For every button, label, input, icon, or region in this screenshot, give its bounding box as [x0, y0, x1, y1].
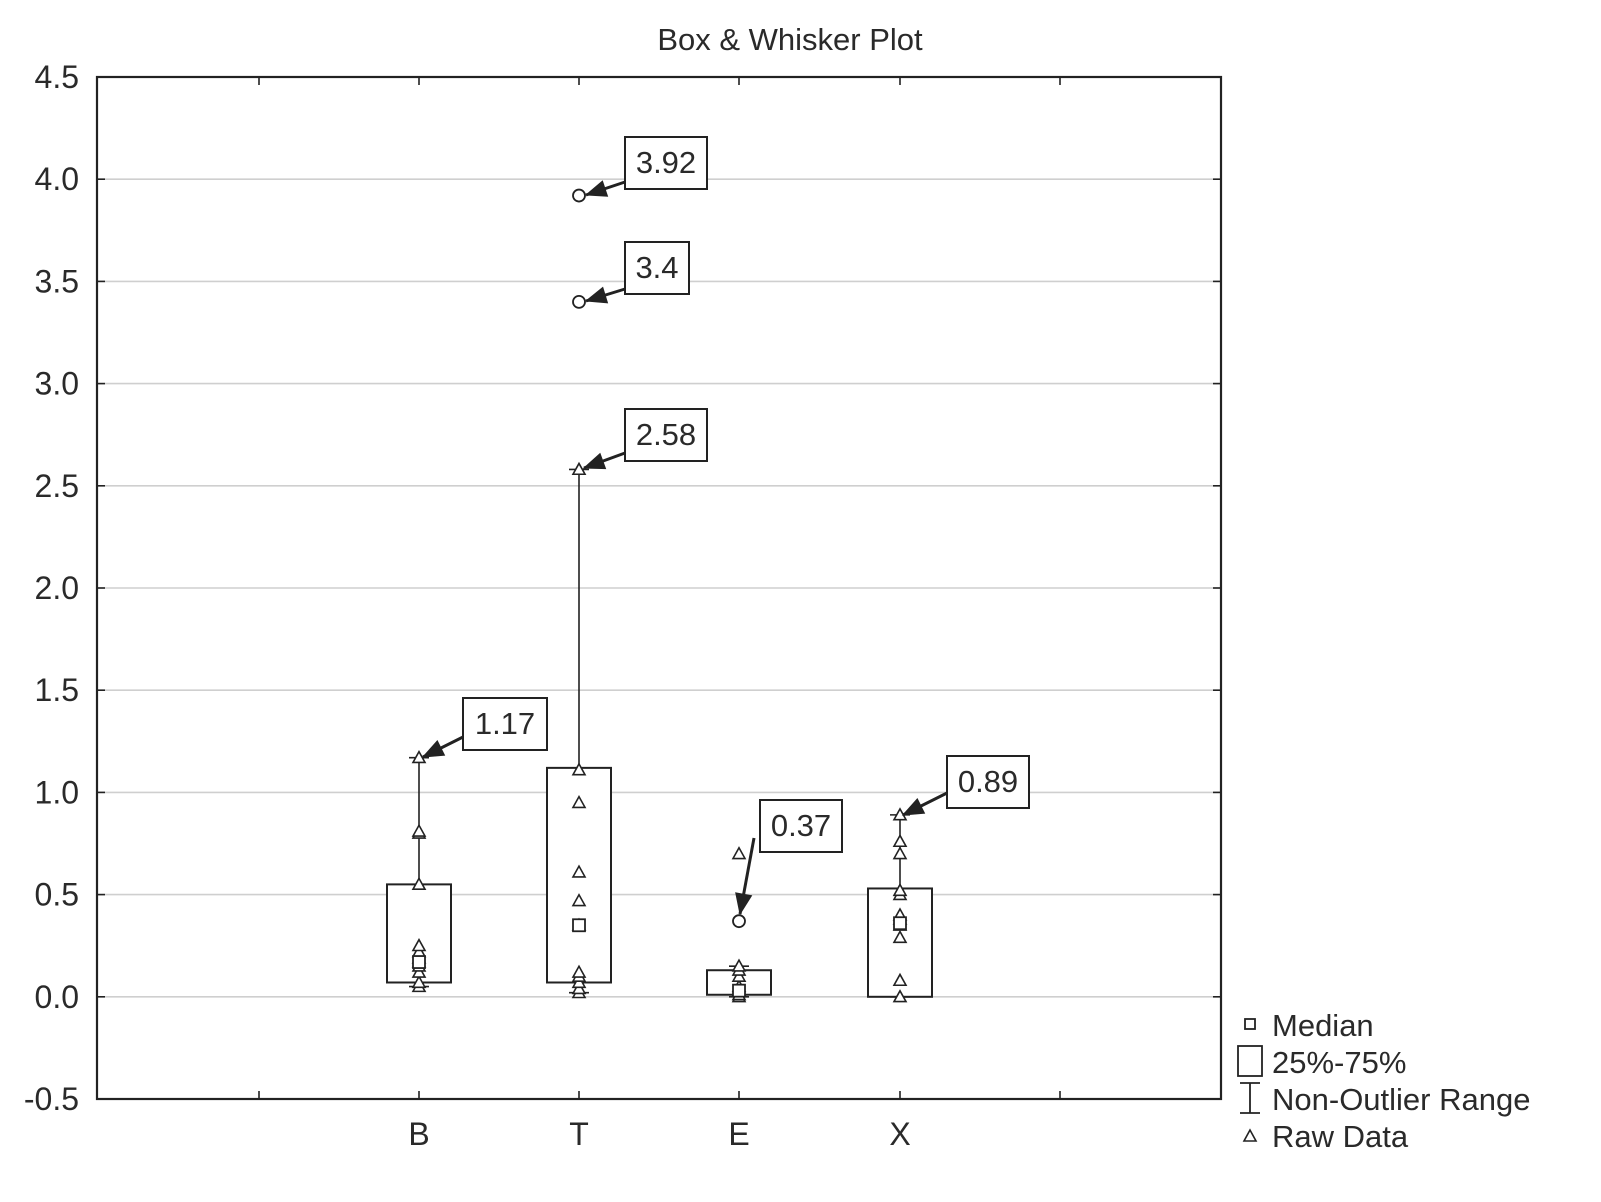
x-tick-label: B	[408, 1116, 429, 1152]
annotation-label: 3.92	[636, 145, 696, 180]
median-marker	[893, 916, 907, 931]
y-tick-label: 3.0	[35, 366, 79, 402]
y-tick-label: 0.0	[35, 979, 79, 1015]
annotation-box	[759, 799, 843, 853]
annotation-label: 0.89	[958, 764, 1018, 799]
raw-data-point	[411, 823, 427, 837]
raw-data-point	[571, 964, 587, 978]
legend-item-median-square: Median	[1244, 1008, 1374, 1043]
raw-data-point	[892, 989, 908, 1003]
annotation-arrowhead	[735, 892, 753, 916]
raw-data-point	[411, 750, 427, 764]
y-tick-label: -0.5	[24, 1081, 79, 1117]
annotation-box	[946, 755, 1030, 809]
legend-triangle-icon	[1242, 1128, 1258, 1142]
raw-data-point	[411, 876, 427, 890]
annotation-arrowhead	[582, 452, 607, 470]
y-tick-label: 4.5	[35, 59, 79, 95]
raw-data-point	[571, 762, 587, 776]
raw-data-point	[571, 864, 587, 878]
annotation-arrowhead	[584, 286, 609, 304]
x-tick-label: E	[728, 1116, 749, 1152]
legend-box-icon	[1237, 1045, 1263, 1077]
raw-data-point	[411, 974, 427, 989]
annotation-X: 0.89	[901, 755, 1030, 817]
outlier-point	[732, 914, 746, 929]
annotation-box	[624, 241, 690, 295]
box-E	[706, 846, 772, 1003]
y-tick-label: 0.5	[35, 877, 79, 913]
legend-label: Raw Data	[1272, 1119, 1409, 1154]
annotation-box	[624, 136, 708, 190]
legend-item-whisker: Non-Outlier Range	[1240, 1082, 1530, 1117]
annotation-label: 0.37	[771, 808, 831, 843]
annotation-box	[624, 408, 708, 462]
box-X	[867, 807, 933, 1003]
raw-data-point	[571, 461, 587, 476]
median-marker	[572, 918, 586, 933]
legend-item-box: 25%-75%	[1237, 1045, 1406, 1080]
annotation-box	[462, 697, 548, 751]
annotation-T: 3.92	[584, 136, 708, 197]
annotation-label: 3.4	[635, 250, 678, 285]
median-marker	[732, 983, 746, 998]
annotation-T: 2.58	[582, 408, 708, 470]
annotation-T: 3.4	[584, 241, 690, 304]
raw-data-point	[892, 972, 908, 987]
annotation-arrowhead	[901, 798, 926, 816]
legend-item-triangle: Raw Data	[1242, 1119, 1409, 1154]
annotations: 1.17 3.92 3.4 2.58 0.37 0.89	[421, 136, 1030, 916]
raw-data-point	[571, 794, 587, 809]
plot-frame	[95, 75, 1223, 1101]
y-axis: -0.5 0.0 0.5 1.0 1.5 2.0 2.5 3.0 3.5 4.0 4.5	[24, 59, 1221, 1117]
raw-data-point	[892, 846, 908, 860]
annotation-arrowhead	[584, 180, 609, 197]
y-tick-label: 3.5	[35, 263, 79, 299]
raw-data-point	[892, 882, 908, 897]
annotation-E: 0.37	[735, 799, 843, 916]
y-tick-label: 1.5	[35, 672, 79, 708]
raw-data-point	[411, 938, 427, 952]
raw-data-point	[731, 846, 747, 860]
y-tick-label: 2.5	[35, 468, 79, 504]
raw-data-point	[892, 833, 908, 848]
gridlines	[97, 178, 1221, 998]
y-tick-label: 2.0	[35, 570, 79, 606]
outlier-point	[572, 294, 586, 309]
annotation-label: 2.58	[636, 417, 696, 452]
y-tick-label: 1.0	[35, 774, 79, 810]
outlier-point	[572, 188, 586, 203]
legend-label: 25%-75%	[1272, 1045, 1406, 1080]
raw-data-point	[731, 958, 747, 972]
legend-median-icon	[1244, 1018, 1256, 1030]
y-tick-label: 4.0	[35, 161, 79, 197]
legend-label: Non-Outlier Range	[1272, 1082, 1530, 1117]
box-B	[386, 750, 452, 993]
box-T	[546, 188, 612, 999]
chart-title: Box & Whisker Plot	[657, 22, 923, 57]
boxes	[386, 188, 933, 1003]
raw-data-point	[571, 893, 587, 907]
annotation-B: 1.17	[421, 697, 548, 759]
annotation-arrowhead	[421, 740, 446, 758]
legend-label: Median	[1272, 1008, 1374, 1043]
median-marker	[412, 955, 426, 969]
x-tick-label: T	[569, 1116, 589, 1152]
x-tick-label: X	[889, 1116, 910, 1152]
raw-data-point	[892, 929, 908, 944]
annotation-label: 1.17	[475, 706, 535, 741]
